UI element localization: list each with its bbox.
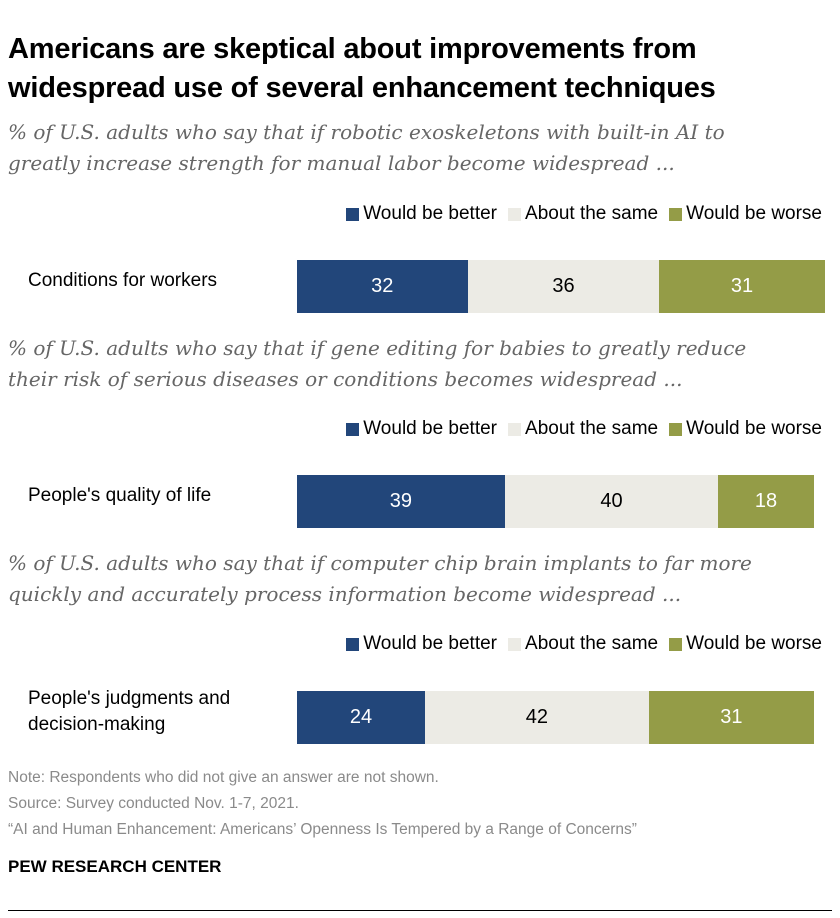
subtitle-line: % of U.S. adults who say that if gene ed… bbox=[8, 336, 747, 360]
legend: Would be better About the same Would be wo… bbox=[335, 418, 822, 440]
category-label: People's judgments and bbox=[28, 688, 231, 709]
bar-segment-better: 39 bbox=[297, 475, 505, 528]
legend-item-better: Would be better bbox=[346, 633, 497, 655]
bar-segment-same: 40 bbox=[504, 475, 719, 528]
chart-title: Americans are skeptical about improvemen… bbox=[8, 30, 716, 108]
bottom-rule bbox=[8, 910, 832, 911]
legend-item-better: Would be better bbox=[346, 418, 497, 440]
legend-label: Would be better bbox=[363, 633, 498, 654]
legend-swatch bbox=[669, 422, 683, 436]
legend-label: Would be better bbox=[363, 418, 498, 439]
legend-label: About the same bbox=[525, 418, 659, 439]
legend-label: Would be better bbox=[363, 203, 498, 224]
note-text: Note: Respondents who did not give an an… bbox=[8, 769, 439, 786]
legend-label: About the same bbox=[525, 633, 659, 654]
legend-item-same: About the same bbox=[508, 418, 658, 440]
bar-segment-worse: 31 bbox=[659, 260, 825, 313]
data-label: 18 bbox=[754, 490, 778, 512]
notes: Note: Respondents who did not give an an… bbox=[8, 765, 637, 843]
category-label: decision-making bbox=[28, 714, 166, 735]
source-text: Source: Survey conducted Nov. 1-7, 2021. bbox=[8, 795, 299, 812]
bar-segment-better: 24 bbox=[297, 691, 425, 744]
category-label: People's quality of life bbox=[28, 485, 212, 506]
bar-segment-better: 32 bbox=[297, 260, 468, 313]
bar-segment-worse: 18 bbox=[718, 475, 814, 528]
stacked-bar: 32 36 31 bbox=[297, 260, 825, 313]
legend-label: Would be worse bbox=[686, 203, 822, 224]
data-label: 24 bbox=[349, 706, 373, 728]
legend-swatch bbox=[346, 637, 360, 651]
bar-segment-worse: 31 bbox=[648, 691, 814, 744]
data-label: 40 bbox=[600, 490, 623, 512]
legend-swatch bbox=[346, 207, 360, 221]
legend: Would be better About the same Would be wo… bbox=[335, 203, 822, 225]
bar-segment-same: 36 bbox=[467, 260, 660, 313]
data-label: 31 bbox=[720, 706, 743, 728]
panel-subtitle: % of U.S. adults who say that if gene ed… bbox=[8, 333, 746, 395]
legend-item-same: About the same bbox=[508, 633, 658, 655]
legend-swatch bbox=[669, 637, 683, 651]
legend-label: Would be worse bbox=[686, 418, 822, 439]
legend-item-better: Would be better bbox=[346, 203, 497, 225]
panel-subtitle: % of U.S. adults who say that if compute… bbox=[8, 548, 752, 610]
report-title-text: “AI and Human Enhancement: Americans’ Op… bbox=[8, 821, 637, 838]
data-label: 31 bbox=[730, 275, 754, 297]
legend-item-worse: Would be worse bbox=[669, 418, 822, 440]
legend-swatch bbox=[508, 207, 522, 221]
data-label: 39 bbox=[389, 490, 413, 512]
legend-swatch bbox=[669, 207, 683, 221]
legend-swatch bbox=[508, 637, 522, 651]
brand-label: PEW RESEARCH CENTER bbox=[8, 857, 222, 876]
subtitle-line: greatly increase strength for manual lab… bbox=[8, 151, 675, 175]
stacked-bar: 39 40 18 bbox=[297, 475, 814, 528]
legend-item-worse: Would be worse bbox=[669, 203, 822, 225]
title-line: Americans are skeptical about improvemen… bbox=[8, 33, 697, 65]
legend-label: Would be worse bbox=[686, 633, 822, 654]
stacked-bar: 24 42 31 bbox=[297, 691, 814, 744]
legend: Would be better About the same Would be wo… bbox=[335, 633, 822, 655]
legend-item-worse: Would be worse bbox=[669, 633, 822, 655]
legend-swatch bbox=[346, 422, 360, 436]
data-label: 42 bbox=[525, 706, 548, 728]
subtitle-line: their risk of serious diseases or condit… bbox=[8, 367, 683, 391]
legend-swatch bbox=[508, 422, 522, 436]
legend-item-same: About the same bbox=[508, 203, 658, 225]
panel-subtitle: % of U.S. adults who say that if robotic… bbox=[8, 117, 725, 179]
bar-segment-same: 42 bbox=[424, 691, 649, 744]
subtitle-line: quickly and accurately process informati… bbox=[8, 582, 682, 606]
data-label: 32 bbox=[371, 275, 394, 297]
data-label: 36 bbox=[552, 275, 575, 297]
subtitle-line: % of U.S. adults who say that if robotic… bbox=[8, 120, 725, 144]
subtitle-line: % of U.S. adults who say that if compute… bbox=[8, 551, 752, 575]
category-label: Conditions for workers bbox=[28, 270, 218, 291]
legend-label: About the same bbox=[525, 203, 659, 224]
title-line: widespread use of several enhancement te… bbox=[8, 72, 716, 104]
